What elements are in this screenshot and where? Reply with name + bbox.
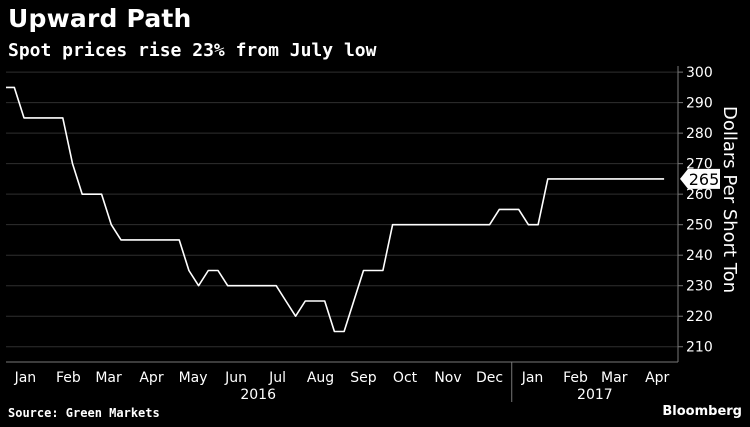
x-tick-label: Feb bbox=[563, 370, 588, 386]
y-tick-label: 240 bbox=[686, 248, 713, 264]
x-tick-label: Nov bbox=[434, 370, 461, 386]
y-axis-label: Dollars Per Short Ton bbox=[719, 106, 740, 293]
y-tick-label: 280 bbox=[686, 126, 713, 142]
chart-title: Upward Path bbox=[8, 4, 192, 33]
x-tick-label: Jun bbox=[224, 370, 247, 386]
chart-subtitle: Spot prices rise 23% from July low bbox=[8, 40, 377, 61]
x-tick-label: Mar bbox=[95, 370, 122, 386]
y-tick-label: 270 bbox=[686, 157, 713, 173]
x-tick-label: Mar bbox=[601, 370, 628, 386]
series-group bbox=[6, 86, 665, 333]
gridlines bbox=[6, 71, 678, 348]
x-tick-label: Oct bbox=[393, 370, 418, 386]
price-line bbox=[6, 86, 665, 333]
y-tick-label: 220 bbox=[686, 309, 713, 325]
y-axis: 210 220 230 240 250 260 270 280 290 300 bbox=[677, 65, 713, 362]
bloomberg-logo: Bloomberg bbox=[662, 404, 742, 419]
x-tick-label: Jul bbox=[268, 370, 286, 386]
source-note: Source: Green Markets bbox=[8, 406, 160, 420]
x-tick-label: Dec bbox=[476, 370, 503, 386]
y-tick-label: 260 bbox=[686, 187, 713, 203]
x-tick-label: Jan bbox=[521, 370, 544, 386]
x-tick-label: Aug bbox=[307, 370, 334, 386]
last-value-label-group: 265 bbox=[680, 168, 720, 189]
x-year-label: 2016 bbox=[240, 387, 276, 403]
x-tick-label: Apr bbox=[645, 370, 669, 386]
y-tick-label: 300 bbox=[686, 65, 713, 81]
x-axis: Jan Feb Mar Apr May Jun Jul Aug Sep Oct Nov Dec Jan F… bbox=[6, 361, 678, 403]
y-tick-label: 250 bbox=[686, 218, 713, 234]
last-value-label: 265 bbox=[689, 170, 720, 189]
x-tick-label: May bbox=[179, 370, 208, 386]
x-tick-label: Jan bbox=[14, 370, 37, 386]
x-tick-label: Apr bbox=[139, 370, 163, 386]
x-tick-label: Sep bbox=[350, 370, 377, 386]
plot-area bbox=[6, 66, 678, 362]
x-tick-label: Feb bbox=[56, 370, 81, 386]
x-year-label: 2017 bbox=[577, 387, 613, 403]
last-value-flag bbox=[680, 168, 720, 189]
y-tick-label: 290 bbox=[686, 96, 713, 112]
y-tick-label: 230 bbox=[686, 279, 713, 295]
y-tick-label: 210 bbox=[686, 340, 713, 356]
